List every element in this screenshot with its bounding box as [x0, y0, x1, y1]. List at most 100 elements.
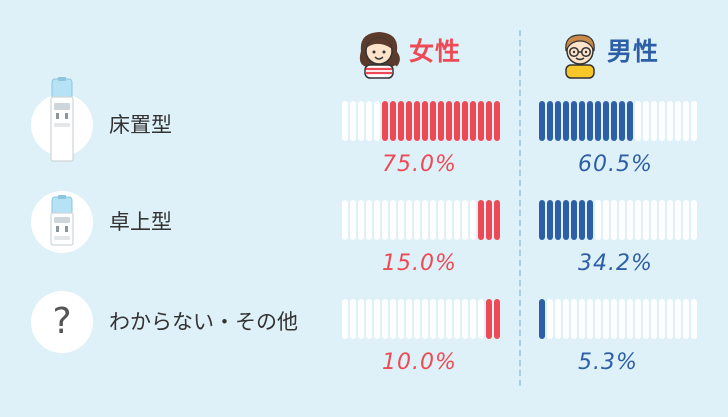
bar-stripe-empty — [430, 299, 436, 339]
bar-stripe-empty — [603, 299, 609, 339]
bar-stripe-filled — [547, 101, 553, 141]
bar-stripe-empty — [446, 299, 452, 339]
bar-stripe-empty — [358, 101, 364, 141]
bar-stripe-empty — [382, 299, 388, 339]
bar-stripe-empty — [659, 299, 665, 339]
bar-stripe-filled — [494, 200, 500, 240]
bar-stripe-filled — [398, 101, 404, 141]
bar-stripe-filled — [579, 101, 585, 141]
bar-stripe-empty — [555, 299, 561, 339]
floor-water-dispenser-icon — [50, 77, 74, 162]
bar-stripe-empty — [587, 299, 593, 339]
bar-female-1 — [342, 101, 502, 141]
bar-stripe-filled — [382, 101, 388, 141]
bar-stripe-filled — [422, 101, 428, 141]
bar-stripe-empty — [422, 299, 428, 339]
bar-stripe-empty — [651, 200, 657, 240]
bar-stripe-empty — [595, 200, 601, 240]
pct-label-female-2: 15.0% — [382, 251, 457, 276]
bar-stripe-filled — [390, 101, 396, 141]
bar-stripe-empty — [651, 299, 657, 339]
bar-stripe-empty — [595, 299, 601, 339]
bar-stripe-empty — [446, 200, 452, 240]
bar-stripe-empty — [478, 299, 484, 339]
bar-stripe-filled — [595, 101, 601, 141]
bar-stripe-empty — [691, 101, 697, 141]
row-icon-circle — [31, 191, 93, 253]
bar-stripe-empty — [675, 101, 681, 141]
bar-stripe-empty — [422, 200, 428, 240]
bar-stripe-empty — [438, 200, 444, 240]
bar-stripe-empty — [406, 200, 412, 240]
bar-stripe-empty — [350, 299, 356, 339]
bar-stripe-filled — [579, 200, 585, 240]
bar-stripe-filled — [414, 101, 420, 141]
bar-stripe-empty — [350, 101, 356, 141]
girl-icon — [359, 32, 400, 79]
bar-stripe-filled — [478, 101, 484, 141]
female-header: 女性 — [409, 37, 462, 66]
bar-stripe-empty — [454, 299, 460, 339]
bar-stripe-empty — [470, 299, 476, 339]
pct-label-female-3: 10.0% — [382, 350, 457, 375]
bar-stripe-empty — [470, 200, 476, 240]
bar-stripe-empty — [342, 200, 348, 240]
bar-stripe-empty — [611, 299, 617, 339]
bar-stripe-empty — [366, 200, 372, 240]
bar-female-3 — [342, 299, 502, 339]
bar-stripe-empty — [382, 200, 388, 240]
bar-stripe-empty — [683, 299, 689, 339]
bar-stripe-filled — [587, 200, 593, 240]
bar-stripe-filled — [470, 101, 476, 141]
bar-stripe-filled — [478, 200, 484, 240]
bar-stripe-empty — [659, 101, 665, 141]
bar-stripe-empty — [667, 101, 673, 141]
bar-stripe-empty — [374, 299, 380, 339]
bar-stripe-empty — [627, 299, 633, 339]
bar-stripe-empty — [627, 200, 633, 240]
bar-stripe-empty — [358, 200, 364, 240]
pct-label-male-3: 5.3% — [578, 350, 638, 375]
bar-stripe-empty — [438, 299, 444, 339]
bar-stripe-filled — [454, 101, 460, 141]
bar-stripe-empty — [350, 200, 356, 240]
bar-stripe-filled — [619, 101, 625, 141]
bar-stripe-filled — [555, 200, 561, 240]
bar-stripe-filled — [539, 101, 545, 141]
bar-stripe-empty — [675, 200, 681, 240]
bar-stripe-empty — [406, 299, 412, 339]
bar-stripe-empty — [635, 200, 641, 240]
bar-stripe-filled — [462, 101, 468, 141]
bar-stripe-empty — [651, 101, 657, 141]
row-label-other: わからない・その他 — [109, 310, 298, 334]
bar-stripe-empty — [342, 101, 348, 141]
pct-label-female-1: 75.0% — [382, 152, 457, 177]
bar-male-3 — [539, 299, 699, 339]
bar-stripe-empty — [691, 299, 697, 339]
bar-stripe-empty — [390, 299, 396, 339]
bar-stripe-empty — [454, 200, 460, 240]
pct-label-male-2: 34.2% — [578, 251, 653, 276]
bar-stripe-filled — [603, 101, 609, 141]
bar-stripe-empty — [643, 200, 649, 240]
bar-stripe-empty — [667, 299, 673, 339]
question-icon: ? — [52, 301, 72, 342]
row-label-floor: 床置型 — [109, 113, 172, 137]
bar-stripe-filled — [494, 299, 500, 339]
bar-stripe-filled — [486, 200, 492, 240]
bar-stripe-filled — [438, 101, 444, 141]
bar-stripe-empty — [398, 299, 404, 339]
bar-stripe-empty — [390, 200, 396, 240]
bar-stripe-empty — [619, 299, 625, 339]
bar-stripe-filled — [539, 200, 545, 240]
bar-stripe-empty — [603, 200, 609, 240]
bar-stripe-filled — [486, 101, 492, 141]
bar-stripe-filled — [430, 101, 436, 141]
bar-stripe-empty — [643, 101, 649, 141]
bar-male-1 — [539, 101, 699, 141]
bar-stripe-empty — [462, 299, 468, 339]
bar-stripe-empty — [366, 101, 372, 141]
bar-stripe-empty — [643, 299, 649, 339]
bar-stripe-filled — [494, 101, 500, 141]
